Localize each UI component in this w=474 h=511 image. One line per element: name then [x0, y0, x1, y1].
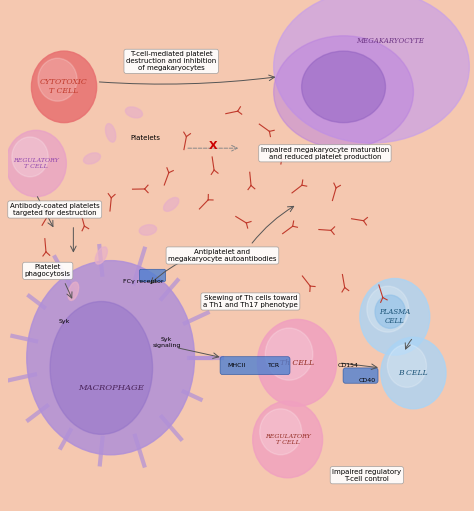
Ellipse shape	[50, 301, 153, 434]
Text: PLASMA
CELL: PLASMA CELL	[379, 308, 410, 326]
Ellipse shape	[68, 282, 79, 300]
Text: Impaired regulatory
T-cell control: Impaired regulatory T-cell control	[332, 469, 401, 482]
Ellipse shape	[105, 124, 116, 142]
Text: MEGAKARYOCYTE: MEGAKARYOCYTE	[356, 37, 424, 45]
Text: MHCII: MHCII	[228, 363, 246, 368]
Text: Syk: Syk	[58, 319, 70, 324]
Ellipse shape	[27, 261, 194, 455]
Ellipse shape	[38, 58, 77, 101]
FancyBboxPatch shape	[343, 368, 378, 383]
Text: X: X	[209, 141, 218, 151]
Ellipse shape	[31, 51, 97, 123]
Text: FCγ receptor: FCγ receptor	[123, 278, 164, 284]
FancyBboxPatch shape	[220, 357, 290, 375]
Ellipse shape	[273, 36, 413, 148]
Text: Th CELL: Th CELL	[280, 359, 314, 367]
Ellipse shape	[360, 278, 430, 355]
Text: Platelet
phagocytosis: Platelet phagocytosis	[25, 264, 71, 277]
Ellipse shape	[265, 328, 313, 380]
Text: Syk
signaling: Syk signaling	[152, 337, 181, 348]
Ellipse shape	[260, 409, 301, 455]
Ellipse shape	[95, 247, 107, 264]
Text: Platelets: Platelets	[130, 135, 161, 141]
Ellipse shape	[273, 0, 469, 143]
Text: Impaired megakaryocyte maturation
and reduced platelet production: Impaired megakaryocyte maturation and re…	[261, 147, 389, 160]
Text: Skewing of Th cells toward
a Th1 and Th17 phenotype: Skewing of Th cells toward a Th1 and Th1…	[203, 295, 298, 308]
Text: B CELL: B CELL	[399, 369, 428, 377]
Ellipse shape	[387, 344, 427, 387]
Ellipse shape	[381, 337, 446, 409]
Text: CD154: CD154	[337, 363, 359, 368]
Text: REGULATORY
T CELL: REGULATORY T CELL	[13, 158, 59, 169]
Text: CD40: CD40	[358, 378, 375, 383]
Ellipse shape	[367, 286, 409, 332]
Text: Antibody-coated platelets
targeted for destruction: Antibody-coated platelets targeted for d…	[10, 203, 100, 216]
Text: MACROPHAGE: MACROPHAGE	[78, 384, 144, 392]
Ellipse shape	[375, 295, 405, 329]
Ellipse shape	[164, 197, 179, 212]
Ellipse shape	[301, 51, 385, 123]
FancyBboxPatch shape	[139, 269, 165, 282]
Ellipse shape	[83, 153, 100, 164]
Ellipse shape	[139, 225, 156, 235]
Ellipse shape	[253, 401, 323, 478]
Text: REGULATORY
T CELL: REGULATORY T CELL	[265, 434, 310, 445]
Text: T-cell-mediated platelet
destruction and inhibition
of megakaryocytes: T-cell-mediated platelet destruction and…	[126, 51, 216, 72]
Ellipse shape	[257, 319, 337, 406]
Text: CYTOTOXIC
T CELL: CYTOTOXIC T CELL	[40, 78, 88, 96]
Ellipse shape	[126, 107, 143, 118]
Text: Antiplatelet and
megakaryocyte autoantibodies: Antiplatelet and megakaryocyte autoantib…	[168, 249, 277, 262]
Ellipse shape	[6, 130, 66, 197]
Ellipse shape	[12, 137, 48, 177]
Text: TCR: TCR	[268, 363, 280, 368]
